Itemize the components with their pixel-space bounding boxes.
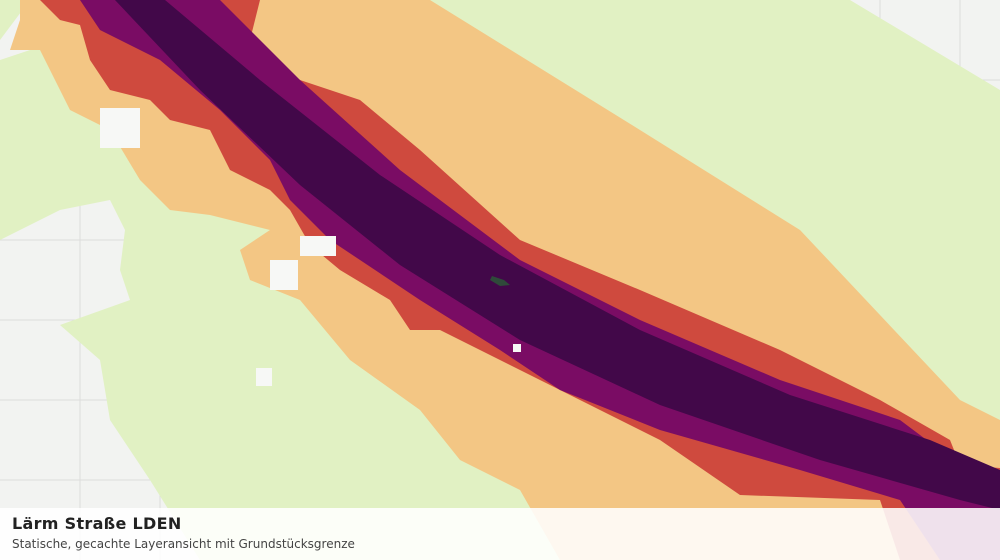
legend-subtitle: Statische, gecachte Layeransicht mit Gru…: [12, 537, 355, 551]
noise-zone-very-high: [115, 0, 1000, 510]
legend-panel: Lärm Straße LDEN Statische, gecachte Lay…: [0, 508, 1000, 560]
legend-title: Lärm Straße LDEN: [12, 514, 182, 533]
road-marker: [490, 276, 510, 286]
map-tiles: [100, 108, 521, 386]
